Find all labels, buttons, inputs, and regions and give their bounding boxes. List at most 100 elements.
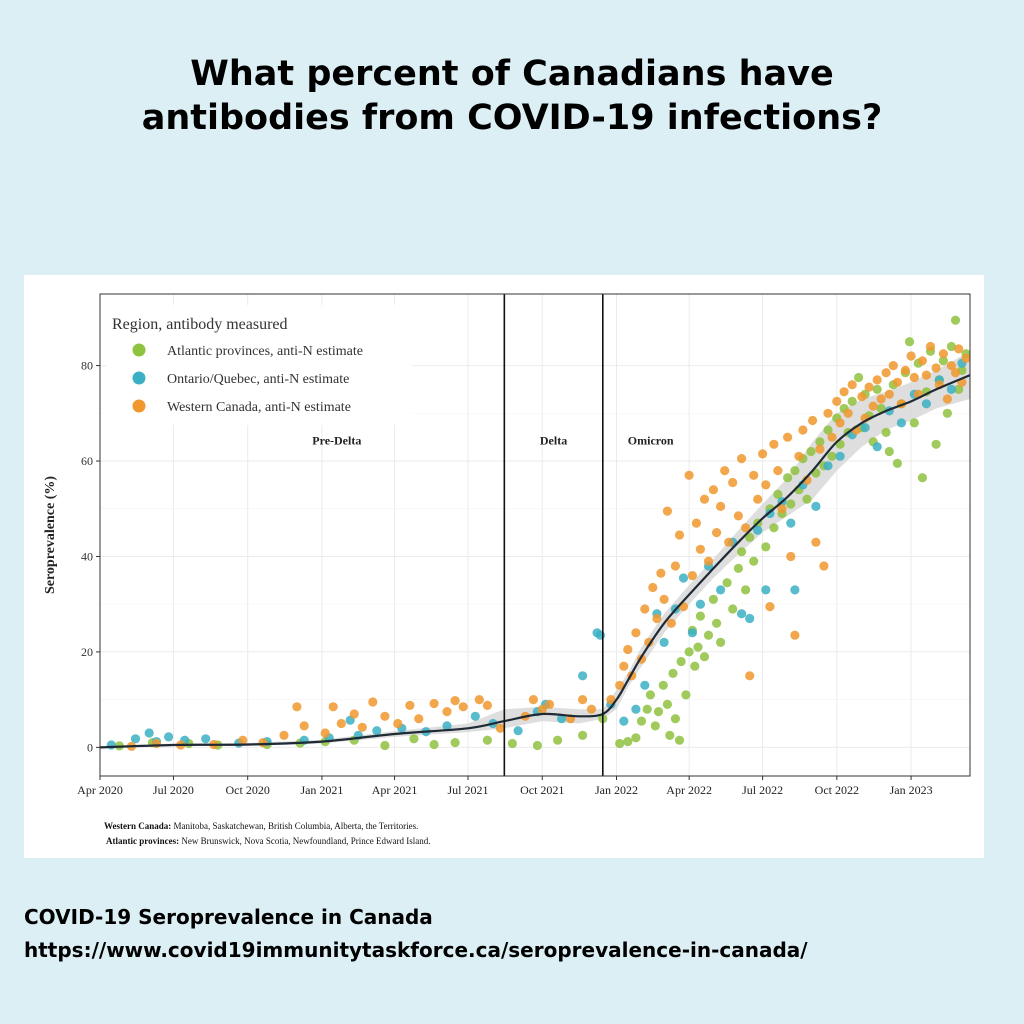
data-point-series-0 [938, 356, 949, 366]
data-point-series-0 [482, 735, 492, 745]
footnote-western-canada: Western Canada: Manitoba, Saskatchewan, … [104, 821, 418, 831]
data-point-series-2 [336, 718, 346, 729]
data-point-series-0 [806, 446, 816, 457]
data-point-series-1 [557, 714, 567, 724]
data-point-series-0 [380, 740, 390, 751]
data-point-series-1 [513, 726, 523, 736]
data-point-series-2 [528, 695, 538, 705]
data-point-series-2 [258, 738, 268, 748]
data-point-series-0 [790, 466, 800, 476]
data-point-series-2 [925, 341, 936, 352]
headline-line-2: antibodies from COVID-19 infections? [141, 98, 883, 138]
data-point-series-2 [578, 695, 588, 705]
data-point-series-2 [474, 695, 484, 705]
data-point-series-2 [708, 485, 719, 495]
data-point-series-0 [733, 563, 744, 573]
data-point-series-2 [938, 349, 949, 359]
data-point-series-2 [909, 372, 919, 383]
data-point-series-1 [695, 599, 706, 609]
data-point-series-0 [773, 489, 783, 499]
data-point-series-2 [864, 382, 874, 392]
y-tick-label: 20 [81, 645, 93, 659]
x-tick-label: Jul 2020 [153, 783, 194, 797]
data-point-series-2 [765, 602, 775, 612]
data-point-series-0 [665, 730, 675, 740]
footer-url[interactable]: https://www.covid19immunitytaskforce.ca/… [24, 938, 808, 962]
data-point-series-2 [790, 630, 800, 640]
data-point-series-2 [946, 361, 957, 371]
data-point-series-2 [950, 368, 961, 378]
footnote-western-text: Manitoba, Saskatchewan, British Columbia… [173, 821, 419, 831]
data-point-series-2 [414, 714, 424, 724]
data-point-series-1 [595, 630, 606, 640]
data-points [106, 315, 971, 751]
data-point-series-1 [921, 399, 932, 409]
data-point-series-2 [892, 377, 903, 387]
data-point-series-2 [695, 544, 706, 554]
data-point-series-2 [450, 696, 460, 706]
data-point-series-1 [835, 451, 845, 461]
data-point-series-2 [811, 537, 821, 547]
data-point-series-0 [681, 690, 691, 700]
data-point-series-1 [860, 423, 870, 433]
y-tick-label: 40 [81, 549, 93, 563]
data-point-series-2 [794, 451, 804, 461]
data-point-series-2 [537, 704, 547, 714]
data-point-series-2 [783, 432, 793, 442]
data-point-series-0 [815, 437, 825, 447]
x-tick-label: Oct 2021 [520, 783, 564, 797]
data-point-series-2 [753, 494, 763, 504]
data-point-series-2 [619, 661, 629, 671]
data-point-series-2 [819, 561, 829, 571]
x-tick-label: Oct 2020 [226, 783, 270, 797]
data-point-series-2 [917, 356, 928, 366]
data-point-series-0 [690, 661, 700, 671]
data-point-series-2 [606, 695, 616, 705]
data-point-series-0 [674, 735, 685, 745]
data-point-series-0 [708, 594, 719, 604]
x-tick-label: Jan 2022 [595, 783, 638, 797]
data-point-series-2 [380, 711, 390, 721]
data-point-series-0 [716, 637, 726, 647]
legend-entry-label: Western Canada, anti-N estimate [167, 400, 351, 415]
data-point-series-0 [695, 611, 706, 621]
data-point-series-2 [238, 735, 248, 745]
data-point-series-2 [823, 408, 833, 418]
data-point-series-2 [482, 700, 492, 710]
data-point-series-1 [716, 585, 726, 595]
axes: 0 20 40 60 80 Apr 2020 Jul 2020 Oct 2020 Jan 202… [43, 293, 971, 797]
y-tick-label: 60 [81, 454, 93, 468]
data-point-series-1 [470, 711, 480, 721]
data-point-series-2 [749, 470, 759, 480]
data-point-series-1 [753, 525, 763, 535]
data-point-series-1 [896, 418, 907, 428]
data-point-series-2 [857, 392, 867, 402]
data-point-series-2 [737, 454, 747, 464]
period-dividers: Pre-Delta Delta Omicron [312, 294, 674, 776]
data-point-series-1 [164, 732, 174, 742]
data-point-series-2 [847, 380, 857, 390]
data-point-series-0 [909, 418, 919, 428]
data-point-series-1 [687, 628, 698, 638]
data-point-series-1 [790, 585, 800, 595]
data-point-series-1 [745, 613, 755, 624]
data-point-series-0 [409, 734, 419, 744]
data-point-series-2 [684, 470, 694, 480]
data-point-series-2 [292, 702, 302, 712]
data-point-series-1 [823, 461, 833, 471]
data-point-series-2 [652, 613, 662, 624]
data-point-series-0 [615, 738, 625, 749]
data-point-series-2 [442, 707, 452, 717]
data-point-series-0 [884, 446, 894, 457]
data-point-series-2 [728, 477, 738, 488]
data-point-series-0 [578, 730, 588, 740]
data-point-series-0 [847, 396, 857, 406]
data-point-series-2 [328, 702, 338, 712]
data-point-series-2 [942, 394, 953, 404]
data-point-series-2 [691, 518, 702, 528]
data-point-series-0 [623, 737, 633, 747]
data-point-series-0 [693, 642, 703, 652]
period-label: Delta [540, 433, 567, 447]
data-point-series-2 [368, 697, 378, 707]
data-point-series-0 [745, 532, 755, 542]
